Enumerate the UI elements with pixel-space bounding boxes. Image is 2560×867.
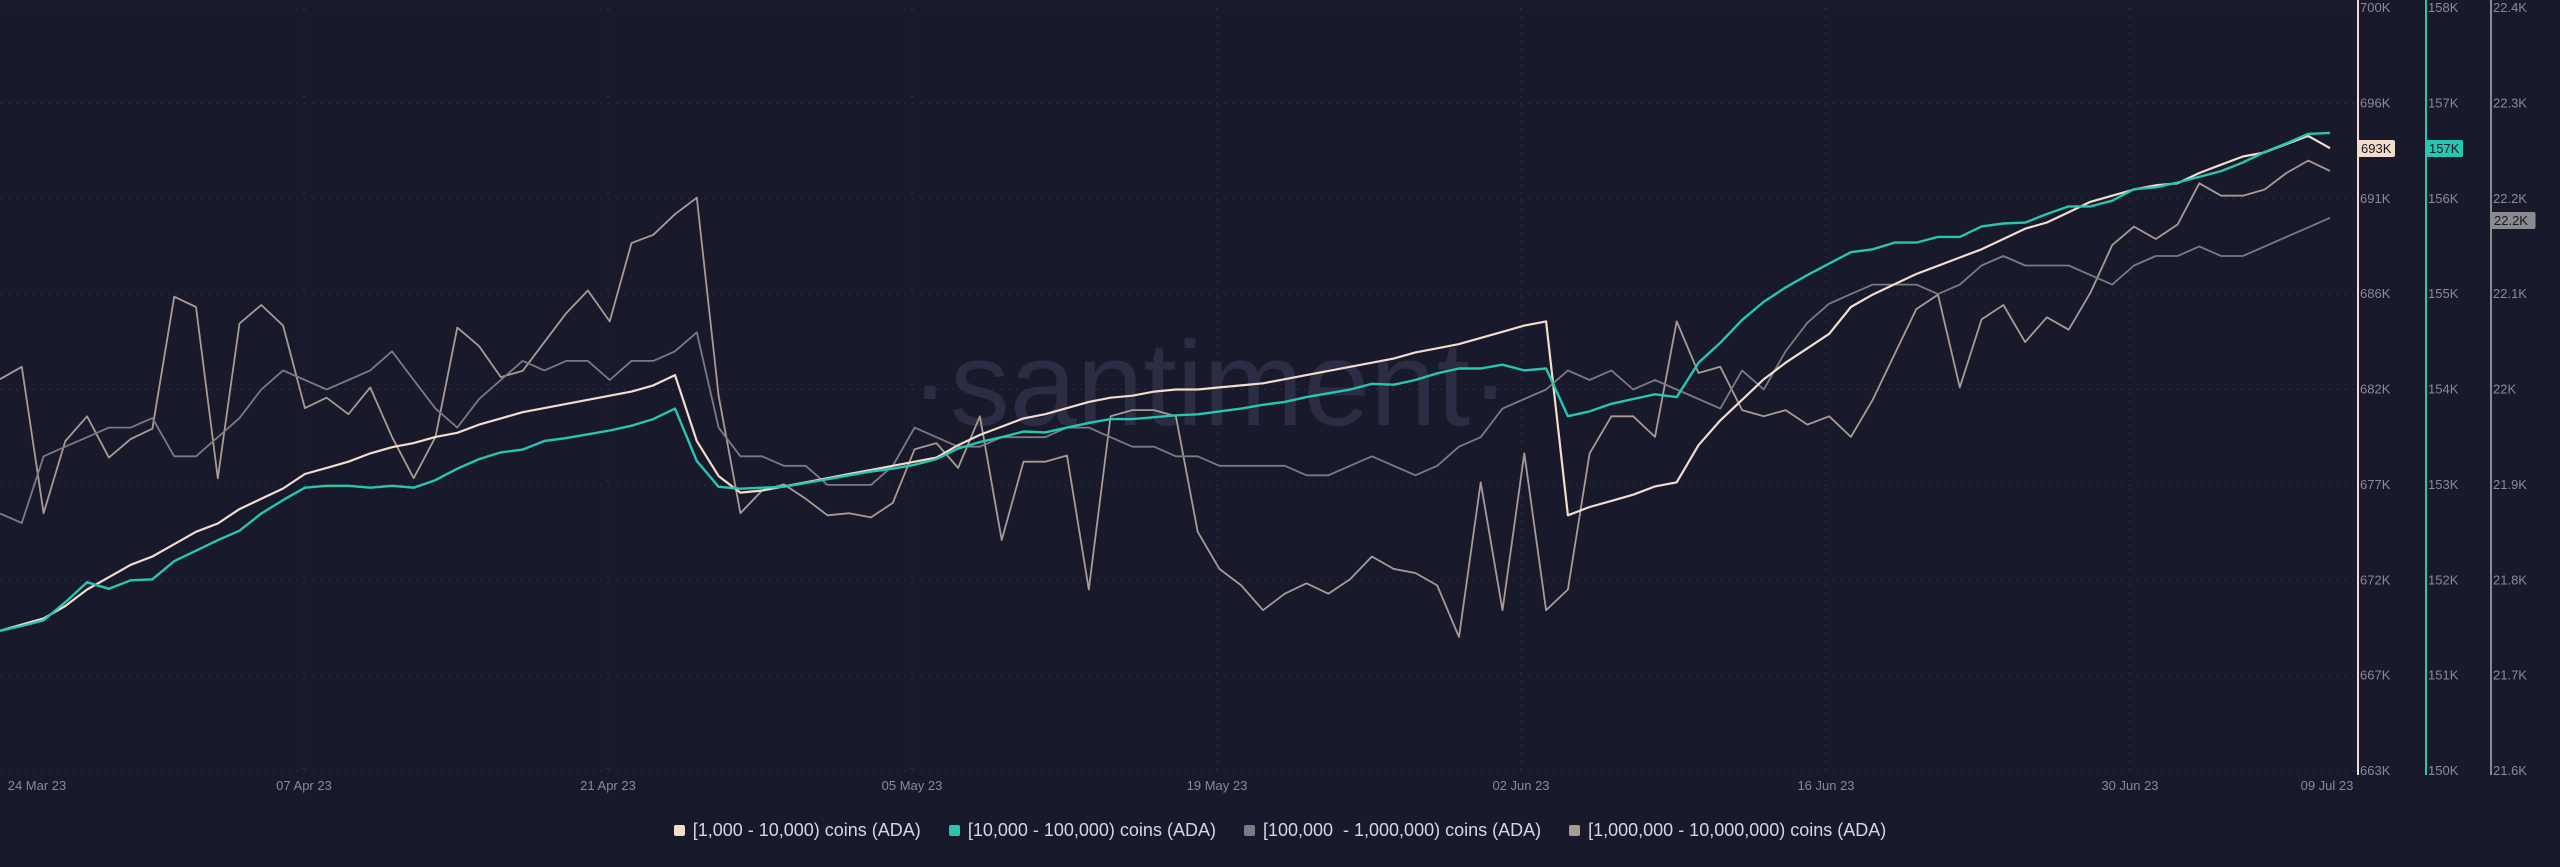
x-tick-label: 02 Jun 23: [1492, 778, 1549, 793]
legend-label: [10,000 - 100,000) coins (ADA): [967, 820, 1216, 840]
last-value-badge-a2: [2425, 140, 2463, 157]
x-tick-label: 24 Mar 23: [8, 778, 67, 793]
y-tick-label: 691K: [2360, 191, 2391, 206]
x-tick-label: 19 May 23: [1187, 778, 1248, 793]
legend-swatch: [673, 825, 685, 836]
y-tick-label: 21.6K: [2493, 763, 2527, 778]
y-tick-label: 22.4K: [2493, 0, 2527, 15]
watermark-text: ·santiment·: [910, 317, 1510, 451]
legend-label: [1,000 - 10,000) coins (ADA): [692, 820, 921, 840]
y-tick-label: 22.1K: [2493, 286, 2527, 301]
last-value-badge-text: 693K: [2361, 141, 2392, 156]
y-tick-label: 21.8K: [2493, 572, 2527, 587]
last-value-badge-text: 22.2K: [2494, 213, 2528, 228]
series-line-3: [0, 216, 2331, 524]
y-tick-label: 672K: [2360, 572, 2391, 587]
y-tick-label: 22.3K: [2493, 95, 2527, 110]
series-line-1: [0, 134, 2331, 632]
y-axes: 700K 696K 691K 686K 682K 677K 672K 667K 663K 158K…: [2357, 0, 2536, 778]
y-tick-label: 156K: [2428, 191, 2459, 206]
x-tick-label: 07 Apr 23: [276, 778, 332, 793]
x-tick-label: 09 Jul 23: [2301, 778, 2354, 793]
x-tick-label: 16 Jun 23: [1797, 778, 1854, 793]
y-tick-label: 157K: [2428, 95, 2459, 110]
last-value-badge-text: 157K: [2429, 141, 2460, 156]
legend-label: [1,000,000 - 10,000,000) coins (ADA): [1588, 820, 1887, 840]
y-tick-label: 151K: [2428, 668, 2459, 683]
last-value-badge-a1: [2357, 140, 2395, 157]
last-value-badge-a3: [2490, 212, 2536, 229]
y-tick-label: 158K: [2428, 0, 2459, 15]
y-tick-label: 155K: [2428, 286, 2459, 301]
legend-swatch: [1243, 825, 1255, 836]
y-tick-label: 21.7K: [2493, 668, 2527, 683]
legend-swatch: [948, 825, 960, 836]
legend-item[interactable]: [1,000 - 10,000) coins (ADA): [673, 820, 921, 841]
x-tick-label: 05 May 23: [882, 778, 943, 793]
y-tick-label: 663K: [2360, 763, 2391, 778]
y-tick-label: 150K: [2428, 763, 2459, 778]
y-tick-label: 686K: [2360, 286, 2391, 301]
legend-item[interactable]: [100,000 - 1,000,000) coins (ADA): [1243, 820, 1542, 841]
legend-swatch: [1569, 825, 1581, 836]
y-tick-label: 22.2K: [2493, 191, 2527, 206]
y-tick-label: 154K: [2428, 382, 2459, 397]
y-tick-label: 700K: [2360, 0, 2391, 15]
x-axis: 24 Mar 23 07 Apr 23 21 Apr 23 05 May 23 19 M…: [8, 778, 2354, 793]
y-tick-label: 22K: [2493, 382, 2516, 397]
chart-legend: [1,000 - 10,000) coins (ADA) [10,000 - 10…: [0, 820, 2560, 841]
y-tick-label: 696K: [2360, 95, 2391, 110]
legend-item[interactable]: [1,000,000 - 10,000,000) coins (ADA): [1569, 820, 1886, 841]
y-tick-label: 667K: [2360, 668, 2391, 683]
x-tick-label: 30 Jun 23: [2101, 778, 2158, 793]
x-tick-label: 21 Apr 23: [580, 778, 636, 793]
series-line-2: [0, 131, 2331, 632]
legend-label: [100,000 - 1,000,000) coins (ADA): [1262, 820, 1542, 840]
legend-item[interactable]: [10,000 - 100,000) coins (ADA): [948, 820, 1216, 841]
y-tick-label: 677K: [2360, 477, 2391, 492]
y-tick-label: 21.9K: [2493, 477, 2527, 492]
series-lines: [0, 131, 2331, 638]
y-tick-label: 682K: [2360, 382, 2391, 397]
y-tick-label: 152K: [2428, 572, 2459, 587]
y-tick-label: 153K: [2428, 477, 2459, 492]
series-line-4: [0, 159, 2331, 638]
